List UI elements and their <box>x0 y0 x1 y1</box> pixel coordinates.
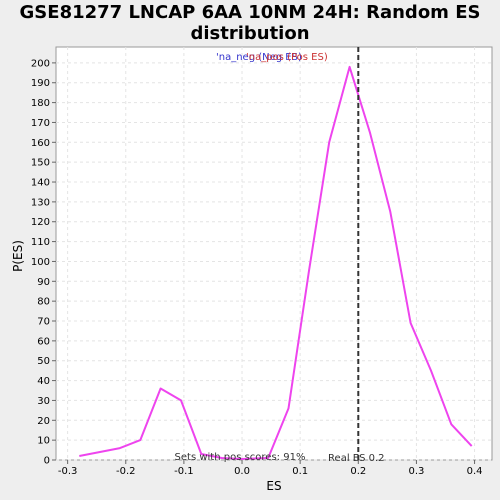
x-tick-label: 0.4 <box>467 466 483 477</box>
y-tick-label: 50 <box>37 356 50 367</box>
y-tick-label: 180 <box>31 98 50 109</box>
plot-area <box>55 46 493 461</box>
x-tick-label: 0.2 <box>350 466 366 477</box>
legend-entry-neg: 'na_neg (Neg ES) <box>216 52 302 63</box>
y-tick-label: 70 <box>37 317 50 328</box>
chart-title-line1: GSE81277 LNCAP 6AA 10NM 24H: Random ES <box>19 2 481 23</box>
y-tick-label: 100 <box>31 257 50 268</box>
y-tick-label: 120 <box>31 217 50 228</box>
x-axis: -0.3 -0.2 -0.1 0.0 0.1 0.2 0.3 0.4 <box>58 460 483 477</box>
y-tick-label: 140 <box>31 178 50 189</box>
grid-lines <box>56 47 492 461</box>
y-tick-label: 80 <box>37 297 50 308</box>
x-tick-label: 0.0 <box>234 466 250 477</box>
series-layer <box>79 65 473 460</box>
chart-title: GSE81277 LNCAP 6AA 10NM 24H: Random ES d… <box>0 2 500 44</box>
y-tick-label: 10 <box>37 436 50 447</box>
y-tick-label: 190 <box>31 78 50 89</box>
y-tick-label: 150 <box>31 158 50 169</box>
real-es-label: Real ES 0.2 <box>328 453 384 464</box>
y-tick-label: 200 <box>31 58 50 69</box>
x-axis-label: ES <box>266 479 281 493</box>
chart-title-line2: distribution <box>190 23 310 44</box>
y-tick-label: 40 <box>37 376 50 387</box>
x-tick-label: -0.1 <box>174 466 194 477</box>
y-axis: 0 10 20 30 40 50 60 70 80 90 100 110 120 130 140 150 160… <box>31 58 56 467</box>
pos-scores-annotation: Sets with pos scores: 91% <box>175 452 306 463</box>
y-tick-label: 160 <box>31 138 50 149</box>
y-tick-label: 0 <box>44 456 50 467</box>
y-tick-label: 110 <box>31 237 50 248</box>
x-tick-label: -0.2 <box>116 466 136 477</box>
y-tick-label: 90 <box>37 277 50 288</box>
x-tick-label: 0.1 <box>292 466 308 477</box>
x-tick-label: -0.3 <box>58 466 78 477</box>
x-tick-label: 0.3 <box>408 466 424 477</box>
real-es-marker: Real ES 0.2 <box>328 47 385 464</box>
y-tick-label: 30 <box>37 396 50 407</box>
y-tick-label: 20 <box>37 416 50 427</box>
y-tick-label: 60 <box>37 336 50 347</box>
legend: 'na_neg (Neg ES)'na_pos (Pos ES) <box>216 52 328 63</box>
legend-entry-pos: 'na_pos (Pos ES) <box>246 52 328 63</box>
y-tick-label: 170 <box>31 118 50 129</box>
y-axis-label: P(ES) <box>11 240 25 272</box>
y-tick-label: 130 <box>31 197 50 208</box>
series-line <box>79 65 473 460</box>
